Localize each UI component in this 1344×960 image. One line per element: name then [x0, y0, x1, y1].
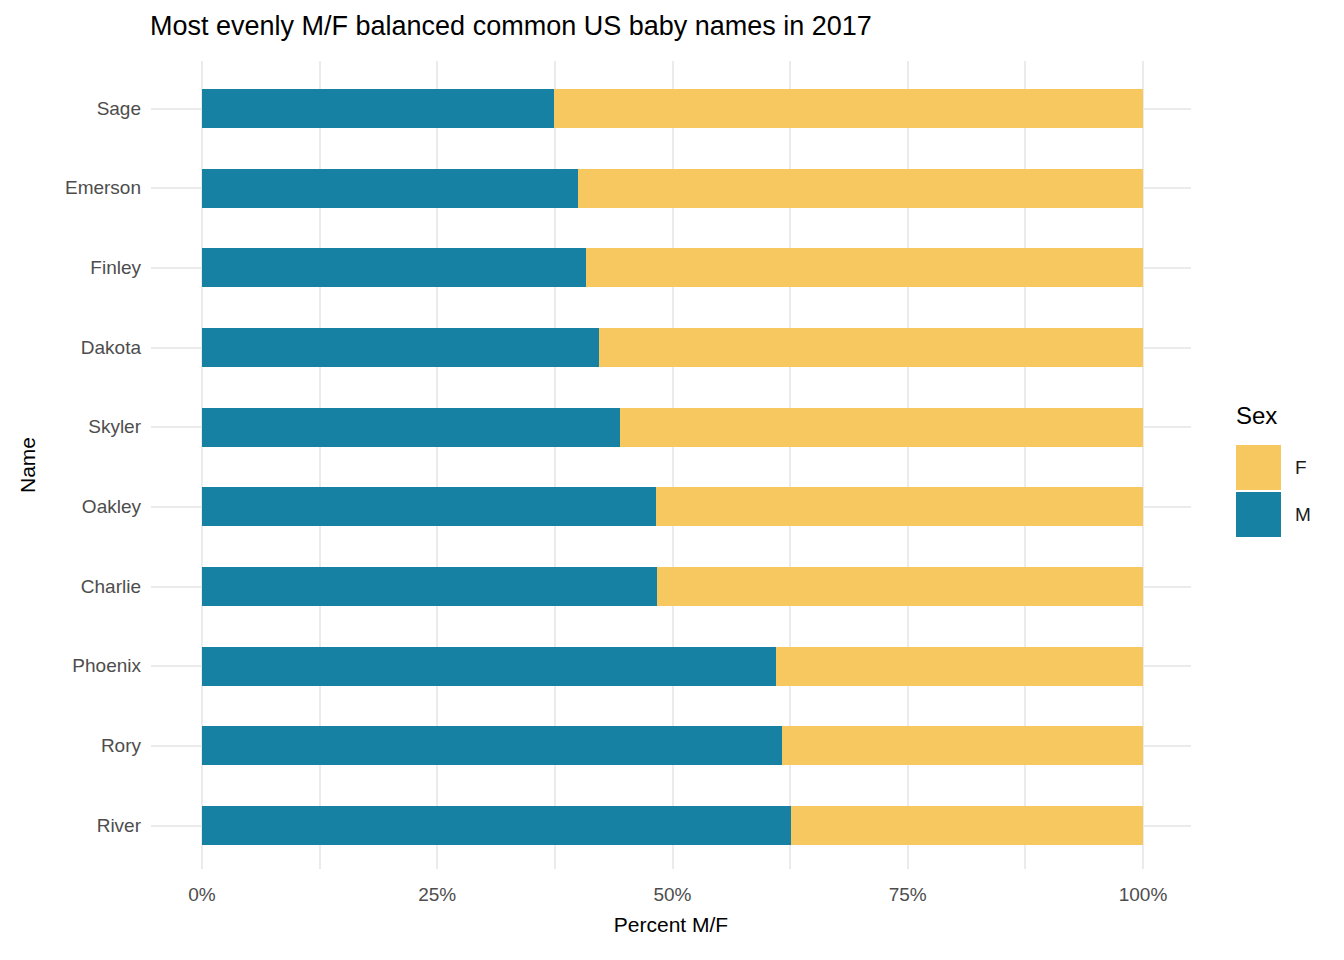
- bar-segment-f-oakley: [656, 487, 1143, 526]
- bar-segment-f-river: [791, 806, 1143, 845]
- legend-label-f: F: [1295, 457, 1307, 479]
- y-tick-label-sage: Sage: [97, 97, 141, 121]
- legend-entries: FM: [1230, 445, 1311, 537]
- legend-key-m: [1236, 492, 1281, 537]
- bar-segment-m-phoenix: [202, 647, 776, 686]
- x-tick-label: 0%: [188, 884, 215, 906]
- bar-segment-m-river: [202, 806, 791, 845]
- bar-segment-f-rory: [782, 726, 1143, 765]
- x-tick-label: 100%: [1119, 884, 1168, 906]
- bar-segment-m-sage: [202, 89, 554, 128]
- chart-title: Most evenly M/F balanced common US baby …: [150, 11, 872, 42]
- y-tick-label-rory: Rory: [101, 734, 141, 758]
- x-tick-label: 25%: [418, 884, 456, 906]
- bar-segment-m-emerson: [202, 169, 578, 208]
- bar-segment-m-charlie: [202, 567, 657, 606]
- y-tick-label-finley: Finley: [90, 256, 141, 280]
- chart: Most evenly M/F balanced common US baby …: [0, 0, 1344, 960]
- bar-segment-f-dakota: [599, 328, 1143, 367]
- legend-label-m: M: [1295, 504, 1311, 526]
- x-tick-label: 50%: [653, 884, 691, 906]
- x-axis-title: Percent M/F: [614, 913, 728, 937]
- bar-segment-m-dakota: [202, 328, 599, 367]
- y-tick-label-river: River: [97, 814, 141, 838]
- bar-segment-f-charlie: [657, 567, 1143, 606]
- y-tick-label-emerson: Emerson: [65, 176, 141, 200]
- y-axis-title: Name: [16, 437, 40, 493]
- y-tick-label-dakota: Dakota: [81, 336, 141, 360]
- legend-entry-f: F: [1230, 445, 1311, 490]
- bar-segment-f-sage: [554, 89, 1143, 128]
- bar-segment-m-oakley: [202, 487, 656, 526]
- bar-segment-f-finley: [586, 248, 1143, 287]
- x-tick-label: 75%: [889, 884, 927, 906]
- y-tick-label-oakley: Oakley: [82, 495, 141, 519]
- bar-segment-f-skyler: [620, 408, 1143, 447]
- y-tick-label-charlie: Charlie: [81, 575, 141, 599]
- y-tick-label-skyler: Skyler: [88, 415, 141, 439]
- plot-panel: [151, 61, 1191, 869]
- y-tick-label-phoenix: Phoenix: [72, 654, 141, 678]
- bar-segment-m-rory: [202, 726, 782, 765]
- bar-segment-f-emerson: [578, 169, 1143, 208]
- legend: Sex FM: [1230, 402, 1311, 539]
- bar-segment-m-finley: [202, 248, 586, 287]
- bar-segment-f-phoenix: [776, 647, 1143, 686]
- legend-entry-m: M: [1230, 492, 1311, 537]
- bar-segment-m-skyler: [202, 408, 620, 447]
- legend-title: Sex: [1236, 402, 1311, 430]
- legend-key-f: [1236, 445, 1281, 490]
